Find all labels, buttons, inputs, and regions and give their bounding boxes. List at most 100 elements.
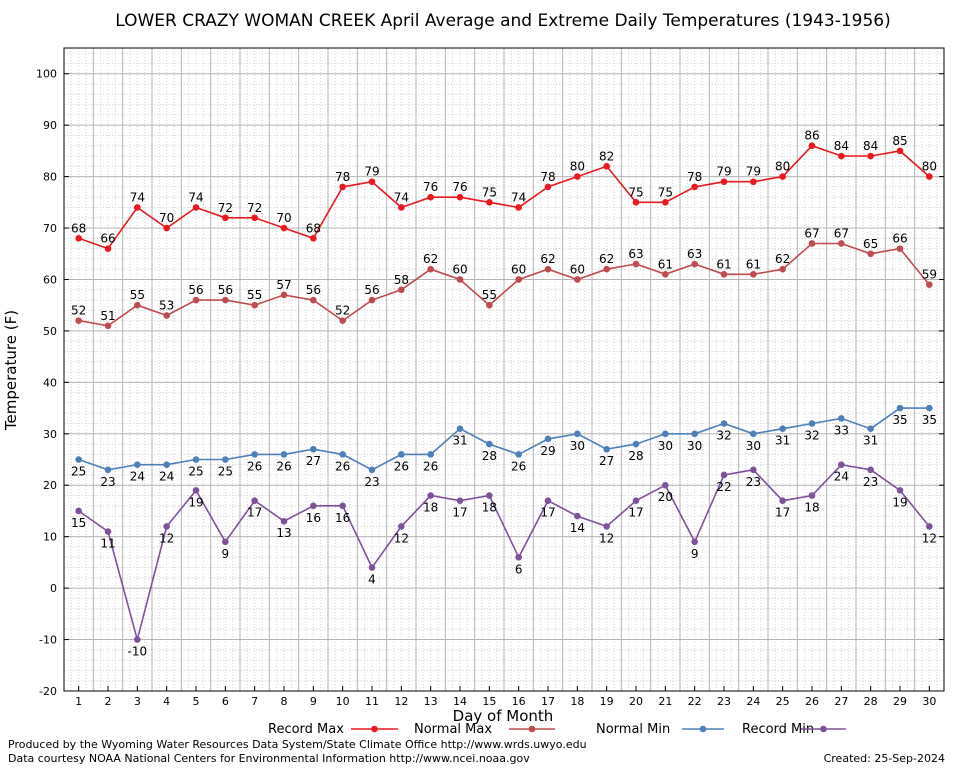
record-min-value-label: 17 xyxy=(452,506,467,520)
record-min-value-label: 22 xyxy=(716,480,731,494)
record-min-value-label: 9 xyxy=(222,547,230,561)
normal-max-value-label: 52 xyxy=(335,304,350,318)
record-min-value-label: 13 xyxy=(276,526,291,540)
normal-min-point xyxy=(662,430,669,438)
record-min-point xyxy=(486,492,493,499)
record-max-value-label: 70 xyxy=(159,211,174,225)
normal-max-point xyxy=(691,260,698,268)
record-min-value-label: 16 xyxy=(335,511,350,525)
x-tick-label: 21 xyxy=(658,695,672,708)
normal-min-point xyxy=(251,451,258,458)
record-min-value-label: 12 xyxy=(159,531,174,545)
normal-min-point xyxy=(926,404,933,412)
record-max-value-label: 80 xyxy=(922,160,937,174)
record-max-value-label: 74 xyxy=(394,190,409,204)
normal-max-value-label: 53 xyxy=(159,298,174,312)
x-tick-label: 11 xyxy=(365,695,379,708)
record-min-point xyxy=(104,528,112,535)
record-min-point xyxy=(251,497,258,504)
grid xyxy=(63,48,945,692)
normal-min-point xyxy=(280,451,288,458)
x-tick-label: 12 xyxy=(394,695,408,708)
record-max-value-label: 75 xyxy=(628,185,643,199)
x-tick-label: 15 xyxy=(482,695,496,708)
record-min-value-label: 17 xyxy=(775,506,790,520)
normal-min-value-label: 30 xyxy=(658,439,673,453)
record-min-point xyxy=(398,523,405,530)
normal-max-point xyxy=(838,240,845,247)
normal-min-value-label: 27 xyxy=(599,454,614,468)
record-max-value-label: 79 xyxy=(364,165,379,179)
legend-label-record-min: Record Min xyxy=(742,722,814,737)
record-max-point xyxy=(808,142,816,150)
record-max-point xyxy=(280,224,288,232)
y-tick-label: 90 xyxy=(43,119,57,132)
normal-max-value-label: 60 xyxy=(570,262,585,276)
x-tick-label: 9 xyxy=(310,695,317,708)
normal-min-point xyxy=(574,430,581,438)
normal-max-point xyxy=(339,317,346,324)
record-max-point xyxy=(222,214,229,222)
normal-max-value-label: 62 xyxy=(540,252,555,266)
record-min-point xyxy=(339,502,346,510)
normal-max-point xyxy=(456,276,464,283)
normal-max-value-label: 67 xyxy=(804,226,819,240)
x-tick-label: 20 xyxy=(629,695,643,708)
record-max-point xyxy=(632,199,640,206)
record-max-value-label: 76 xyxy=(452,180,467,194)
normal-min-point xyxy=(515,451,522,458)
record-max-line xyxy=(78,144,930,250)
normal-max-point xyxy=(574,276,581,283)
normal-min-value-label: 31 xyxy=(452,434,467,448)
record-max-value-label: 86 xyxy=(804,129,819,143)
normal-max-point xyxy=(486,301,493,309)
normal-min-point xyxy=(486,440,493,448)
record-max-point xyxy=(104,245,112,252)
record-min-point xyxy=(867,466,874,474)
footer-produced-by: Produced by the Wyoming Water Resources … xyxy=(8,738,587,751)
normal-max-value-label: 63 xyxy=(687,247,702,261)
record-max-value-label: 85 xyxy=(892,134,907,148)
record-max-value-label: 78 xyxy=(540,170,555,184)
y-tick-label: 60 xyxy=(43,273,57,286)
normal-max-point xyxy=(808,240,816,247)
record-min-point xyxy=(192,487,200,494)
series-layer xyxy=(75,142,933,643)
normal-min-value-label: 27 xyxy=(306,454,321,468)
record-max-value-label: 70 xyxy=(276,211,291,225)
record-max-value-label: 78 xyxy=(335,170,350,184)
record-max-point xyxy=(750,178,757,186)
record-min-point xyxy=(163,523,170,530)
normal-max-point xyxy=(280,291,288,299)
legend-marker-record-max xyxy=(371,725,378,733)
normal-min-point xyxy=(339,451,346,458)
record-max-value-label: 74 xyxy=(188,190,203,204)
x-tick-label: 3 xyxy=(134,695,141,708)
normal-max-value-label: 61 xyxy=(746,257,761,271)
record-max-point xyxy=(456,193,464,201)
normal-max-point xyxy=(222,296,229,304)
normal-min-value-label: 23 xyxy=(100,475,115,489)
record-max-value-label: 75 xyxy=(482,185,497,199)
y-tick-label: 20 xyxy=(43,479,57,492)
normal-max-point xyxy=(544,265,552,273)
y-tick-label: 70 xyxy=(43,222,57,235)
x-tick-label: 22 xyxy=(688,695,702,708)
normal-min-value-label: 30 xyxy=(687,439,702,453)
record-min-point xyxy=(310,502,317,510)
record-min-value-label: 24 xyxy=(834,470,849,484)
normal-max-point xyxy=(662,271,669,278)
normal-max-value-label: 63 xyxy=(628,247,643,261)
x-tick-label: 16 xyxy=(512,695,526,708)
record-max-point xyxy=(574,173,581,180)
y-tick-label: 80 xyxy=(43,171,57,184)
normal-min-value-label: 25 xyxy=(218,465,233,479)
normal-min-value-label: 25 xyxy=(71,465,86,479)
record-min-point xyxy=(691,538,698,546)
record-max-point xyxy=(163,224,170,232)
normal-max-value-label: 57 xyxy=(276,278,291,292)
record-max-value-label: 79 xyxy=(746,165,761,179)
record-min-value-label: 15 xyxy=(71,516,86,530)
normal-min-value-label: 26 xyxy=(335,459,350,473)
